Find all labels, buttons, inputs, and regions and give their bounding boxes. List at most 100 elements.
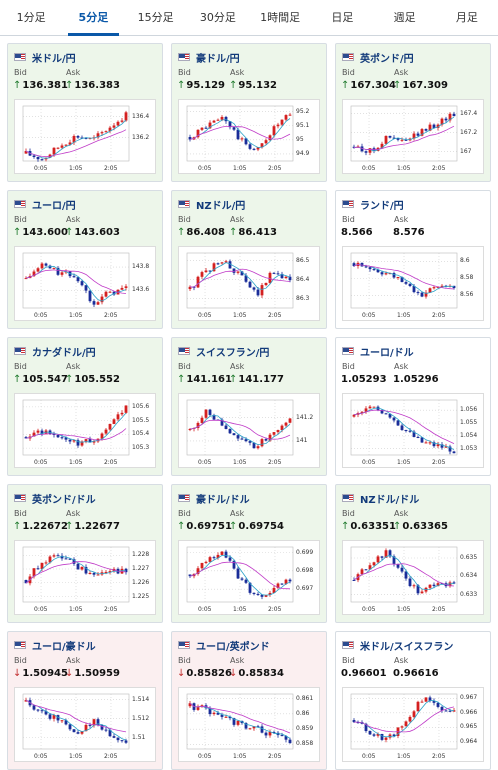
y-tick-label: 1.227 bbox=[132, 565, 150, 572]
plot-frame bbox=[350, 546, 458, 603]
ask-price: 136.383 bbox=[74, 80, 120, 91]
pair-title[interactable]: NZドル/ドル bbox=[342, 491, 419, 506]
candle-body bbox=[204, 561, 208, 563]
pair-title[interactable]: スイスフラン/円 bbox=[178, 344, 269, 359]
candle-body bbox=[236, 568, 240, 579]
candle-body bbox=[60, 555, 64, 559]
bid-label: Bid bbox=[178, 509, 191, 518]
x-tick-label: 1:05 bbox=[397, 165, 411, 172]
bid-price: 86.408 bbox=[186, 227, 225, 238]
ask-price: 0.85834 bbox=[238, 668, 284, 679]
tab-4[interactable]: 30分足 bbox=[199, 11, 236, 24]
arrow-up-icon: ↑ bbox=[13, 80, 22, 91]
candle-body bbox=[100, 725, 104, 730]
tab-7[interactable]: 週足 bbox=[393, 11, 416, 24]
pair-title[interactable]: ユーロ/豪ドル bbox=[14, 638, 96, 653]
x-tick-label: 0:05 bbox=[198, 606, 212, 613]
pair-title[interactable]: 豪ドル/ドル bbox=[178, 491, 250, 506]
candle-body bbox=[368, 406, 372, 409]
candle-body bbox=[120, 120, 124, 122]
rate-card[interactable]: 英ポンド/円 Bid Ask ↑167.304 ↑167.309 167.4 167.2 16… bbox=[335, 43, 491, 182]
candle-body bbox=[264, 732, 268, 736]
y-tick-label: 8.58 bbox=[460, 274, 474, 282]
candle-body bbox=[252, 148, 256, 150]
candle-body bbox=[240, 271, 244, 276]
rate-card[interactable]: ユーロ/英ポンド Bid Ask ↓0.85826 ↓0.85834 0.861 0.86 0… bbox=[171, 631, 327, 770]
pair-title[interactable]: ユーロ/ドル bbox=[342, 344, 414, 359]
tab-1[interactable]: 1分足 bbox=[16, 11, 46, 24]
pair-title[interactable]: NZドル/円 bbox=[178, 197, 245, 212]
candle-body bbox=[440, 706, 444, 711]
rate-card[interactable]: ランド/円 Bid Ask 8.566 8.576 8.6 8.58 8.56 0:05 1:05… bbox=[335, 190, 491, 329]
rate-card[interactable]: NZドル/ドル Bid Ask ↑0.63351 ↑0.63365 0.635 0.634 0… bbox=[335, 484, 491, 623]
rate-card[interactable]: 米ドル/円 Bid Ask ↑136.381 ↑136.383 136.4 136.2 0:0… bbox=[7, 43, 163, 182]
bid-label: Bid bbox=[178, 215, 191, 224]
pair-title[interactable]: ユーロ/英ポンド bbox=[178, 638, 270, 653]
rate-card[interactable]: ユーロ/豪ドル Bid Ask ↓1.50945 ↓1.50959 1.514 1.512 1… bbox=[7, 631, 163, 770]
rate-card[interactable]: 米ドル/スイスフラン Bid Ask 0.96601 0.96616 0.967 0.966… bbox=[335, 631, 491, 770]
tab-6[interactable]: 日足 bbox=[331, 11, 354, 24]
candle-body bbox=[260, 726, 264, 733]
pair-name: ユーロ/英ポンド bbox=[196, 641, 270, 653]
tab-5[interactable]: 1時間足 bbox=[260, 11, 301, 24]
candle-body bbox=[200, 127, 204, 130]
tab-3[interactable]: 15分足 bbox=[137, 11, 174, 24]
candle-body bbox=[364, 151, 368, 153]
pair-title[interactable]: カナダドル/円 bbox=[14, 344, 96, 359]
candle-body bbox=[120, 412, 124, 415]
candle-body bbox=[44, 562, 48, 564]
candle-body bbox=[260, 594, 264, 597]
candle-body bbox=[264, 439, 268, 441]
arrow-up-icon: ↑ bbox=[229, 374, 238, 385]
plot-frame bbox=[350, 252, 458, 309]
pair-title[interactable]: 豪ドル/円 bbox=[178, 50, 240, 65]
bid-price: 8.566 bbox=[341, 227, 373, 238]
x-tick-label: 2:05 bbox=[267, 459, 282, 466]
bid-label: Bid bbox=[342, 656, 355, 665]
tab-8[interactable]: 月足 bbox=[455, 11, 478, 24]
candle-body bbox=[408, 430, 412, 432]
candle-body bbox=[108, 423, 112, 430]
candle-body bbox=[196, 129, 200, 138]
rate-card[interactable]: スイスフラン/円 Bid Ask ↑141.161 ↑141.177 141.2 141 0:… bbox=[171, 337, 327, 476]
y-tick-label: 1.226 bbox=[132, 578, 150, 586]
rate-card[interactable]: ユーロ/ドル Bid Ask 1.05293 1.05296 1.056 1.055 1.05… bbox=[335, 337, 491, 476]
y-tick-label: 86.3 bbox=[296, 294, 310, 302]
candle-body bbox=[240, 578, 244, 580]
pair-name: ユーロ/豪ドル bbox=[32, 641, 96, 653]
rate-card[interactable]: 豪ドル/ドル Bid Ask ↑0.69751 ↑0.69754 0.699 0.698 0.… bbox=[171, 484, 327, 623]
candle-body bbox=[40, 710, 44, 712]
ma-short-line bbox=[189, 262, 291, 290]
ask-price: 0.69754 bbox=[238, 521, 284, 532]
candle-body bbox=[76, 136, 80, 138]
ask-label: Ask bbox=[230, 68, 245, 77]
ma-short-line bbox=[189, 415, 291, 446]
candle-body bbox=[96, 302, 100, 305]
candle-body bbox=[392, 556, 396, 564]
rate-card[interactable]: NZドル/円 Bid Ask ↑86.408 ↑86.413 86.5 86.4 86.3 0:… bbox=[171, 190, 327, 329]
arrow-up-icon: ↑ bbox=[393, 80, 402, 91]
arrow-down-icon: ↓ bbox=[177, 668, 186, 679]
bid-price: 95.129 bbox=[186, 80, 225, 91]
rate-card[interactable]: カナダドル/円 Bid Ask ↑105.547 ↑105.552 105.6 105.5 1… bbox=[7, 337, 163, 476]
candle-body bbox=[196, 422, 200, 428]
pair-title[interactable]: 米ドル/スイスフラン bbox=[342, 638, 453, 653]
candle-body bbox=[264, 594, 268, 597]
arrow-up-icon: ↑ bbox=[177, 227, 186, 238]
rate-card[interactable]: ユーロ/円 Bid Ask ↑143.600 ↑143.603 143.8 143.6 0:0… bbox=[7, 190, 163, 329]
candle-body bbox=[252, 726, 256, 729]
pair-title[interactable]: ユーロ/円 bbox=[14, 197, 76, 212]
rate-card[interactable]: 豪ドル/円 Bid Ask ↑95.129 ↑95.132 95.2 95.1 95 94.9 0… bbox=[171, 43, 327, 182]
candle-body bbox=[412, 711, 416, 717]
pair-title[interactable]: 英ポンド/円 bbox=[342, 50, 414, 65]
y-tick-label: 0.635 bbox=[460, 554, 478, 561]
pair-title[interactable]: ランド/円 bbox=[342, 197, 404, 212]
pair-title[interactable]: 英ポンド/ドル bbox=[14, 491, 96, 506]
plot-frame bbox=[350, 693, 458, 750]
plot-frame bbox=[186, 546, 294, 603]
y-tick-label: 95.2 bbox=[296, 107, 310, 115]
candle-body bbox=[444, 446, 448, 448]
tab-2[interactable]: 5分足 bbox=[62, 0, 124, 36]
pair-title[interactable]: 米ドル/円 bbox=[14, 50, 76, 65]
rate-card[interactable]: 英ポンド/ドル Bid Ask ↑1.22672 ↑1.22677 1.228 1.227 1… bbox=[7, 484, 163, 623]
